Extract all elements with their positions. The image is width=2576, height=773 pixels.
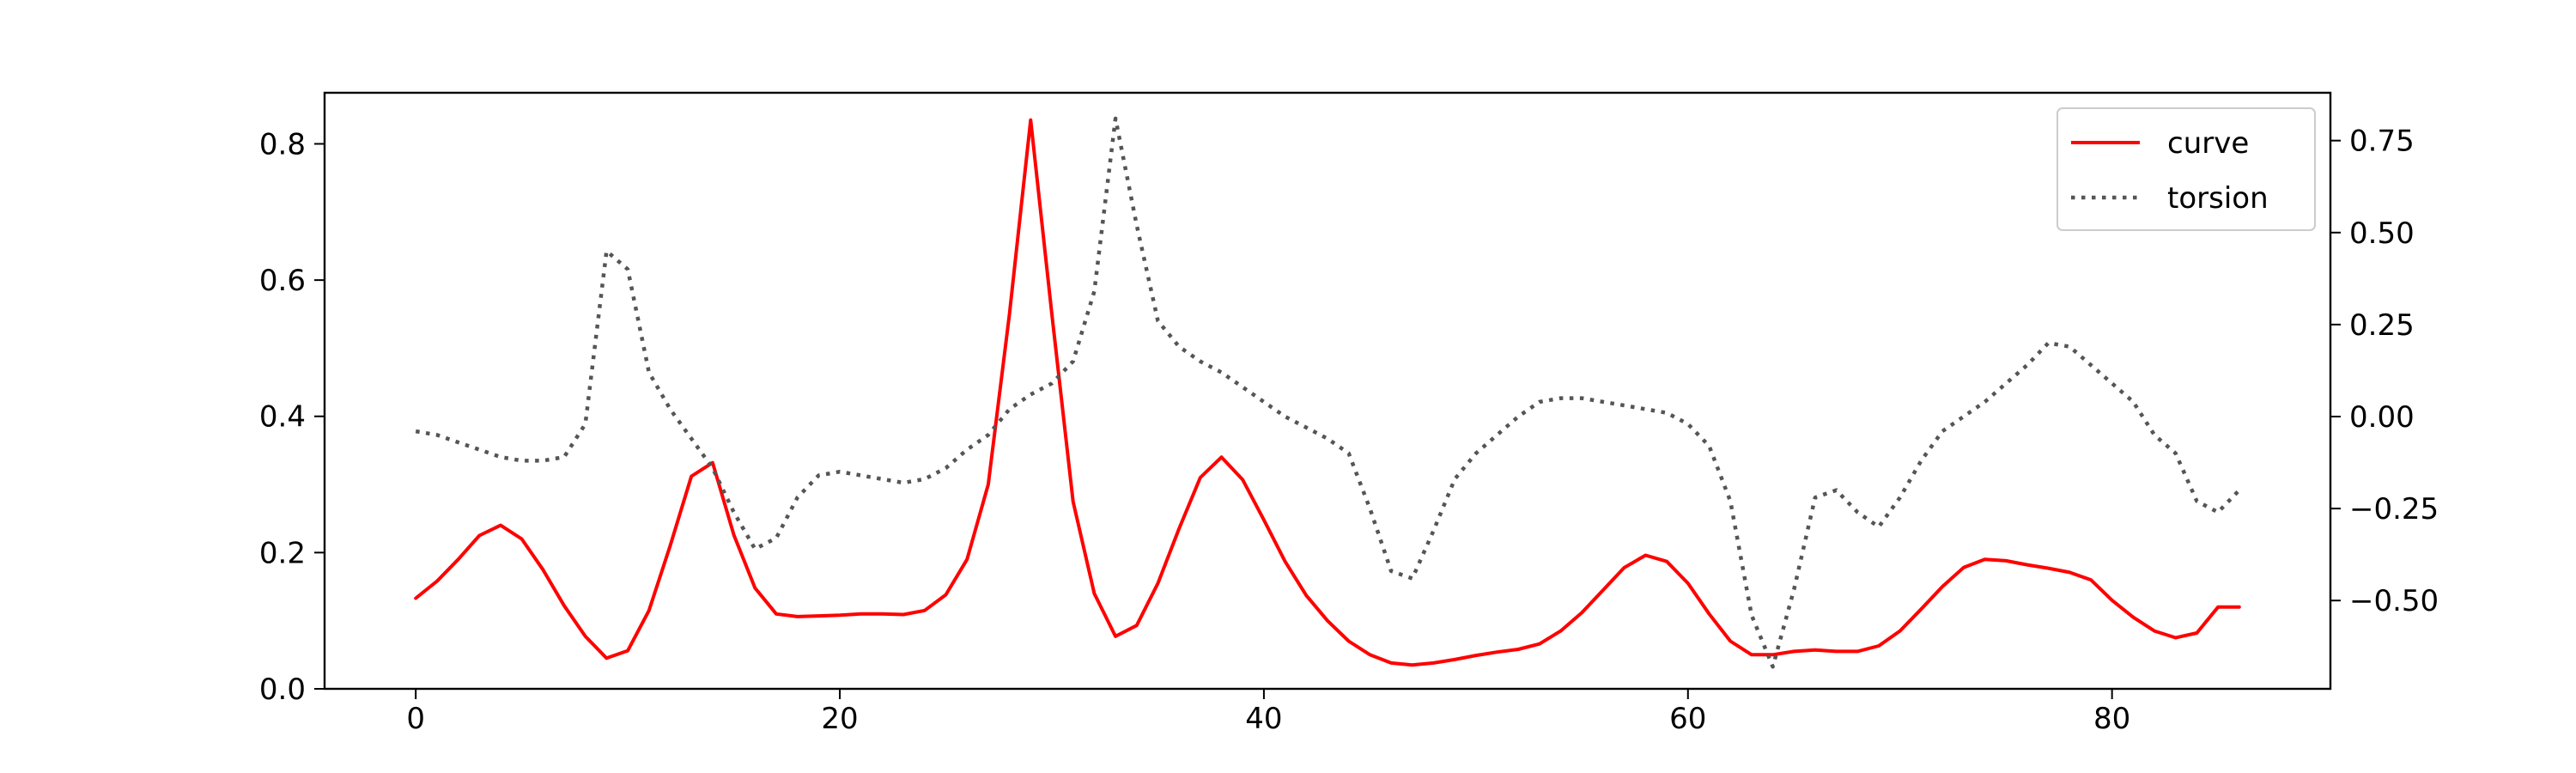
- x-tick-label: 80: [2093, 702, 2130, 736]
- legend-label-curve: curve: [2167, 126, 2249, 161]
- y-axis-left: 0.0 0.2 0.4 0.6 0.8: [259, 127, 325, 707]
- plot-area: [323, 91, 2332, 691]
- series-line-curve: [414, 118, 2241, 667]
- y-tick-label: 0.6: [259, 264, 306, 298]
- y-tick-label: 0.8: [259, 127, 306, 161]
- series-line-torsion: [415, 116, 2241, 669]
- legend-label-torsion: torsion: [2167, 181, 2269, 216]
- y-tick-label: 0.2: [259, 536, 306, 570]
- y2-tick-label: −0.50: [2349, 584, 2439, 618]
- y-axis-right: −0.50 −0.25 0.00 0.25 0.50 0.75: [2330, 125, 2439, 618]
- x-axis: 0 20 40 60 80: [406, 689, 2130, 736]
- axes-frame: [323, 91, 2332, 691]
- y-tick-label: 0.0: [259, 673, 306, 707]
- x-tick-label: 0: [406, 702, 425, 736]
- x-tick-label: 20: [821, 702, 858, 736]
- y2-tick-label: 0.25: [2349, 308, 2415, 343]
- y2-tick-label: 0.00: [2349, 400, 2415, 435]
- legend: curve torsion: [2057, 107, 2316, 231]
- x-tick-label: 60: [1669, 702, 1706, 736]
- y2-tick-label: 0.75: [2349, 125, 2415, 159]
- series-layer: [414, 116, 2241, 669]
- y2-tick-label: 0.50: [2349, 216, 2415, 251]
- x-tick-label: 40: [1245, 702, 1282, 736]
- y2-tick-label: −0.25: [2349, 492, 2439, 526]
- y-tick-label: 0.4: [259, 400, 306, 435]
- legend-box: [2057, 107, 2316, 231]
